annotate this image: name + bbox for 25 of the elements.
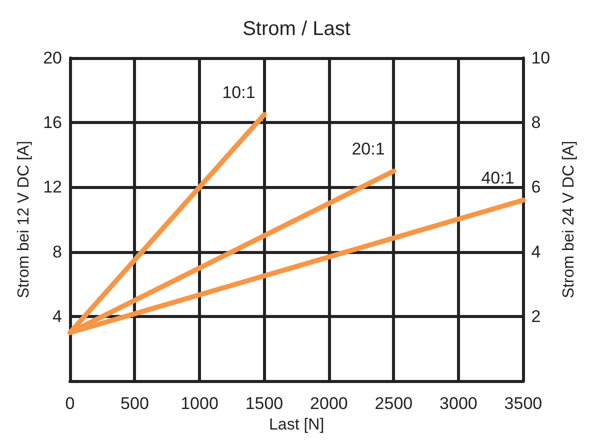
y2-tick-label: 2 — [531, 306, 541, 326]
x-tick-label: 1500 — [245, 394, 284, 414]
series-label: 10:1 — [222, 83, 256, 102]
y-tick-label: 8 — [52, 242, 62, 262]
y-tick-label: 4 — [52, 306, 62, 326]
x-tick-label: 1000 — [180, 394, 218, 414]
x-tick-label: 2500 — [374, 394, 413, 414]
y-tick-label: 12 — [43, 178, 62, 197]
x-tick-label: 500 — [120, 394, 149, 414]
y2-axis-title: Strom bei 24 V DC [A] — [560, 140, 578, 298]
x-tick-label: 3000 — [440, 394, 478, 414]
series-label: 40:1 — [481, 168, 514, 188]
x-tick-label: 0 — [65, 394, 75, 414]
series-label: 20:1 — [352, 140, 385, 159]
y2-tick-label: 10 — [531, 48, 550, 68]
y-tick-label: 16 — [43, 113, 62, 132]
y2-tick-label: 6 — [531, 178, 541, 197]
y2-tick-label: 8 — [531, 113, 541, 132]
y-tick-label: 20 — [43, 48, 62, 68]
x-axis-title: Last [N] — [269, 416, 324, 434]
y2-tick-label: 4 — [531, 242, 541, 262]
y-axis-title: Strom bei 12 V DC [A] — [16, 140, 33, 298]
chart-title: Strom / Last — [242, 18, 351, 40]
x-tick-label: 2000 — [310, 394, 348, 414]
x-tick-label: 3500 — [504, 394, 542, 414]
